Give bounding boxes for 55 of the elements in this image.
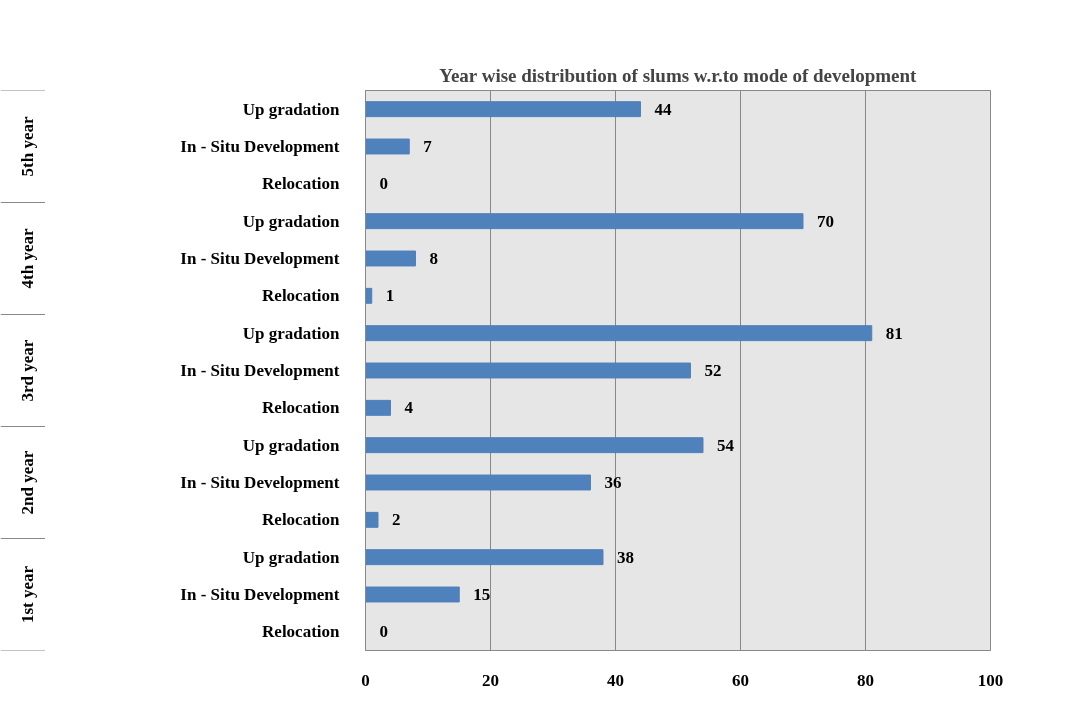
bar — [365, 437, 704, 454]
data-label: 81 — [885, 323, 903, 343]
y-tick-label: Up gradation — [242, 547, 341, 567]
x-tick-label: 0 — [361, 670, 370, 690]
bar — [365, 362, 691, 379]
data-label: 36 — [604, 473, 622, 492]
y-tick-label: Up gradation — [242, 435, 341, 455]
y-tick-label: Relocation — [262, 286, 341, 306]
x-tick-label: 80 — [857, 670, 874, 690]
bar — [365, 474, 591, 491]
y-tick-label: Up gradation — [242, 323, 341, 343]
text: 1st year — [18, 565, 37, 624]
bar — [365, 250, 416, 267]
data-label: 0 — [379, 174, 388, 194]
data-label: 44 — [654, 99, 672, 119]
bar — [365, 586, 460, 603]
data-label: 7 — [423, 137, 433, 156]
text: 3rd year — [18, 339, 37, 402]
y-tick-label: In - Situ Development — [180, 249, 340, 268]
bar — [365, 213, 804, 230]
text: 4th year — [18, 228, 37, 289]
data-label: 2 — [392, 510, 401, 530]
data-label: 70 — [817, 211, 834, 231]
data-label: 0 — [379, 622, 388, 642]
y-tick-label: Up gradation — [242, 211, 341, 231]
x-tick-label: 60 — [732, 670, 749, 690]
bar — [365, 325, 873, 342]
text: 5th year — [18, 116, 37, 177]
data-label: 1 — [385, 286, 395, 306]
bar — [365, 101, 641, 118]
y-tick-label: In - Situ Development — [180, 473, 340, 492]
data-label: 15 — [473, 585, 491, 604]
text: 2nd year — [18, 450, 37, 515]
y-tick-label: In - Situ Development — [180, 585, 340, 604]
y-tick-label: Relocation — [262, 510, 341, 530]
x-tick-label: 40 — [607, 670, 624, 690]
y-tick-label: In - Situ Development — [180, 361, 340, 380]
data-label: 52 — [704, 361, 722, 380]
bar — [365, 287, 373, 304]
y-tick-label: Relocation — [262, 622, 341, 642]
chart-title: Year wise distribution of slums w.r.to mode of development — [439, 64, 918, 86]
y-tick-label: Relocation — [262, 398, 341, 418]
data-label: 4 — [404, 398, 414, 418]
y-tick-label: Up gradation — [242, 99, 341, 119]
bar — [365, 549, 604, 566]
y-tick-label: In - Situ Development — [180, 137, 340, 156]
y-tick-label: Relocation — [262, 174, 341, 194]
data-label: 54 — [717, 435, 735, 455]
x-tick-label: 100 — [977, 670, 1004, 690]
data-label: 8 — [429, 249, 438, 268]
bar — [365, 511, 379, 528]
x-tick-label: 20 — [482, 670, 499, 690]
bar — [365, 399, 391, 416]
bar — [365, 138, 410, 155]
data-label: 38 — [617, 547, 634, 567]
